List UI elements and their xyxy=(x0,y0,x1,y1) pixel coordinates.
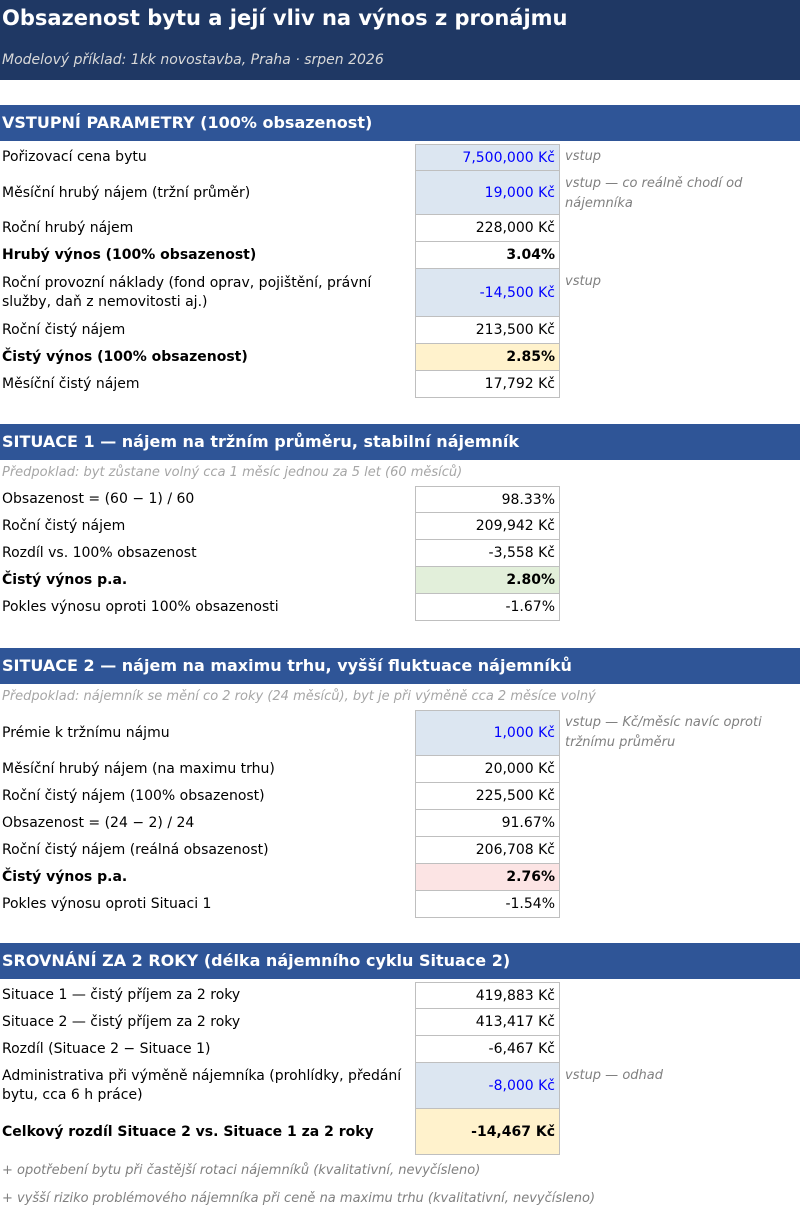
row-label: Pořizovací cena bytu xyxy=(2,149,147,165)
row-label: Situace 1 — čistý příjem za 2 roky xyxy=(2,987,241,1003)
row-label: Administrativa při výměně nájemníka (pro… xyxy=(2,1068,402,1103)
row-label: Obsazenost = (24 − 2) / 24 xyxy=(2,815,195,831)
row: Roční čistý nájem 209,942 Kč xyxy=(0,513,800,540)
row-label: Čistý výnos (100% obsazenost) xyxy=(2,349,248,365)
row-label: Měsíční čistý nájem xyxy=(2,376,140,392)
row-value: 98.33% xyxy=(415,486,560,513)
section-note: Předpoklad: nájemník se mění co 2 roky (… xyxy=(2,689,596,704)
row: Roční provozní náklady (fond oprav, poji… xyxy=(0,269,800,317)
row-value: -3,558 Kč xyxy=(415,540,560,567)
row: Měsíční hrubý nájem (na maximu trhu) 20,0… xyxy=(0,756,800,783)
row-label: Roční hrubý nájem xyxy=(2,220,134,236)
row: Roční čistý nájem (reálná obsazenost) 206… xyxy=(0,837,800,864)
row-value: 19,000 Kč xyxy=(415,171,560,215)
row-label: Rozdíl vs. 100% obsazenost xyxy=(2,545,197,561)
row: Rozdíl vs. 100% obsazenost -3,558 Kč xyxy=(0,540,800,567)
row-label: Roční provozní náklady (fond oprav, poji… xyxy=(2,275,372,310)
row: Hrubý výnos (100% obsazenost) 3.04% xyxy=(0,242,800,269)
title: Obsazenost bytu a její vliv na výnos z p… xyxy=(2,6,568,30)
section-note: Předpoklad: byt zůstane volný cca 1 měsí… xyxy=(2,465,463,480)
row: Pokles výnosu oproti 100% obsazenosti -1.… xyxy=(0,594,800,621)
spacer xyxy=(0,398,800,424)
row-value: 1,000 Kč xyxy=(415,710,560,756)
row-value: -1.67% xyxy=(415,594,560,621)
row-note: vstup — Kč/měsíc navíc oproti tržnímu pr… xyxy=(565,715,762,750)
row: Roční čistý nájem (100% obsazenost) 225,5… xyxy=(0,783,800,810)
row-value: 209,942 Kč xyxy=(415,513,560,540)
footnote: + opotřebení bytu při častější rotaci ná… xyxy=(2,1163,481,1178)
content: VSTUPNÍ PARAMETRY (100% obsazenost) Pořiz… xyxy=(0,105,800,1213)
row: Čistý výnos p.a. 2.76% xyxy=(0,864,800,891)
row: Měsíční čistý nájem 17,792 Kč xyxy=(0,371,800,398)
row-value: 20,000 Kč xyxy=(415,756,560,783)
row-label: Situace 2 — čistý příjem za 2 roky xyxy=(2,1014,241,1030)
row-value: 2.76% xyxy=(415,864,560,891)
row-label: Celkový rozdíl Situace 2 vs. Situace 1 z… xyxy=(2,1123,374,1140)
row: Prémie k tržnímu nájmu 1,000 Kč vstup — Kč… xyxy=(0,710,800,756)
subtitle: Modelový příklad: 1kk novostavba, Praha … xyxy=(2,52,384,68)
row-value: 2.85% xyxy=(415,344,560,371)
row-label: Čistý výnos p.a. xyxy=(2,869,128,885)
row-value: 17,792 Kč xyxy=(415,371,560,398)
header: Obsazenost bytu a její vliv na výnos z p… xyxy=(0,0,800,80)
row: Situace 2 — čistý příjem za 2 roky 413,41… xyxy=(0,1009,800,1036)
row-note: vstup — co reálně chodí od nájemníka xyxy=(565,176,743,211)
section-title: VSTUPNÍ PARAMETRY (100% obsazenost) xyxy=(0,105,800,141)
row-label: Roční čistý nájem (reálná obsazenost) xyxy=(2,842,269,858)
row: Obsazenost = (60 − 1) / 60 98.33% xyxy=(0,486,800,513)
row-label: Roční čistý nájem xyxy=(2,322,126,338)
row-value: 413,417 Kč xyxy=(415,1009,560,1036)
spacer xyxy=(0,621,800,648)
row-value: 2.80% xyxy=(415,567,560,594)
row-value: -14,500 Kč xyxy=(415,269,560,317)
section-title: SROVNÁNÍ ZA 2 ROKY (délka nájemního cykl… xyxy=(0,943,800,979)
row-label: Pokles výnosu oproti 100% obsazenosti xyxy=(2,599,279,615)
row-value: -8,000 Kč xyxy=(415,1063,560,1109)
row-label: Rozdíl (Situace 2 − Situace 1) xyxy=(2,1041,211,1057)
row-value: 3.04% xyxy=(415,242,560,269)
footnote: + vyšší riziko problémového nájemníka př… xyxy=(2,1191,596,1206)
row-value: 228,000 Kč xyxy=(415,215,560,242)
row: Pokles výnosu oproti Situaci 1 -1.54% xyxy=(0,891,800,918)
row: Pořizovací cena bytu 7,500,000 Kč vstup xyxy=(0,144,800,171)
row: Administrativa při výměně nájemníka (pro… xyxy=(0,1063,800,1109)
row-label: Čistý výnos p.a. xyxy=(2,572,128,588)
row-label: Obsazenost = (60 − 1) / 60 xyxy=(2,491,195,507)
row-label: Prémie k tržnímu nájmu xyxy=(2,724,170,741)
row-value: -1.54% xyxy=(415,891,560,918)
row-note: vstup — odhad xyxy=(565,1068,663,1083)
row-label: Pokles výnosu oproti Situaci 1 xyxy=(2,896,212,912)
row: Situace 1 — čistý příjem za 2 roky 419,88… xyxy=(0,982,800,1009)
row-label: Roční čistý nájem (100% obsazenost) xyxy=(2,788,265,804)
row-note: vstup xyxy=(565,274,602,289)
row: Roční čistý nájem 213,500 Kč xyxy=(0,317,800,344)
row-value: 91.67% xyxy=(415,810,560,837)
row: Čistý výnos p.a. 2.80% xyxy=(0,567,800,594)
row-label: Měsíční hrubý nájem (na maximu trhu) xyxy=(2,761,275,777)
row-label: Roční čistý nájem xyxy=(2,518,126,534)
row: Obsazenost = (24 − 2) / 24 91.67% xyxy=(0,810,800,837)
row: Celkový rozdíl Situace 2 vs. Situace 1 z… xyxy=(0,1109,800,1155)
row-value: 213,500 Kč xyxy=(415,317,560,344)
row: Roční hrubý nájem 228,000 Kč xyxy=(0,215,800,242)
row: Rozdíl (Situace 2 − Situace 1) -6,467 Kč xyxy=(0,1036,800,1063)
row-note: vstup xyxy=(565,149,602,164)
section-title: SITUACE 2 — nájem na maximu trhu, vyšší … xyxy=(0,648,800,684)
section-title: SITUACE 1 — nájem na tržním průměru, sta… xyxy=(0,424,800,460)
spacer xyxy=(0,918,800,943)
row-value: -6,467 Kč xyxy=(415,1036,560,1063)
row-label: Hrubý výnos (100% obsazenost) xyxy=(2,247,257,263)
row-value: 419,883 Kč xyxy=(415,982,560,1009)
row: Měsíční hrubý nájem (tržní průměr) 19,000… xyxy=(0,171,800,215)
row-label: Měsíční hrubý nájem (tržní průměr) xyxy=(2,184,251,201)
row-value: 7,500,000 Kč xyxy=(415,144,560,171)
row-value: 206,708 Kč xyxy=(415,837,560,864)
row-value: -14,467 Kč xyxy=(415,1109,560,1155)
row-value: 225,500 Kč xyxy=(415,783,560,810)
row: Čistý výnos (100% obsazenost) 2.85% xyxy=(0,344,800,371)
